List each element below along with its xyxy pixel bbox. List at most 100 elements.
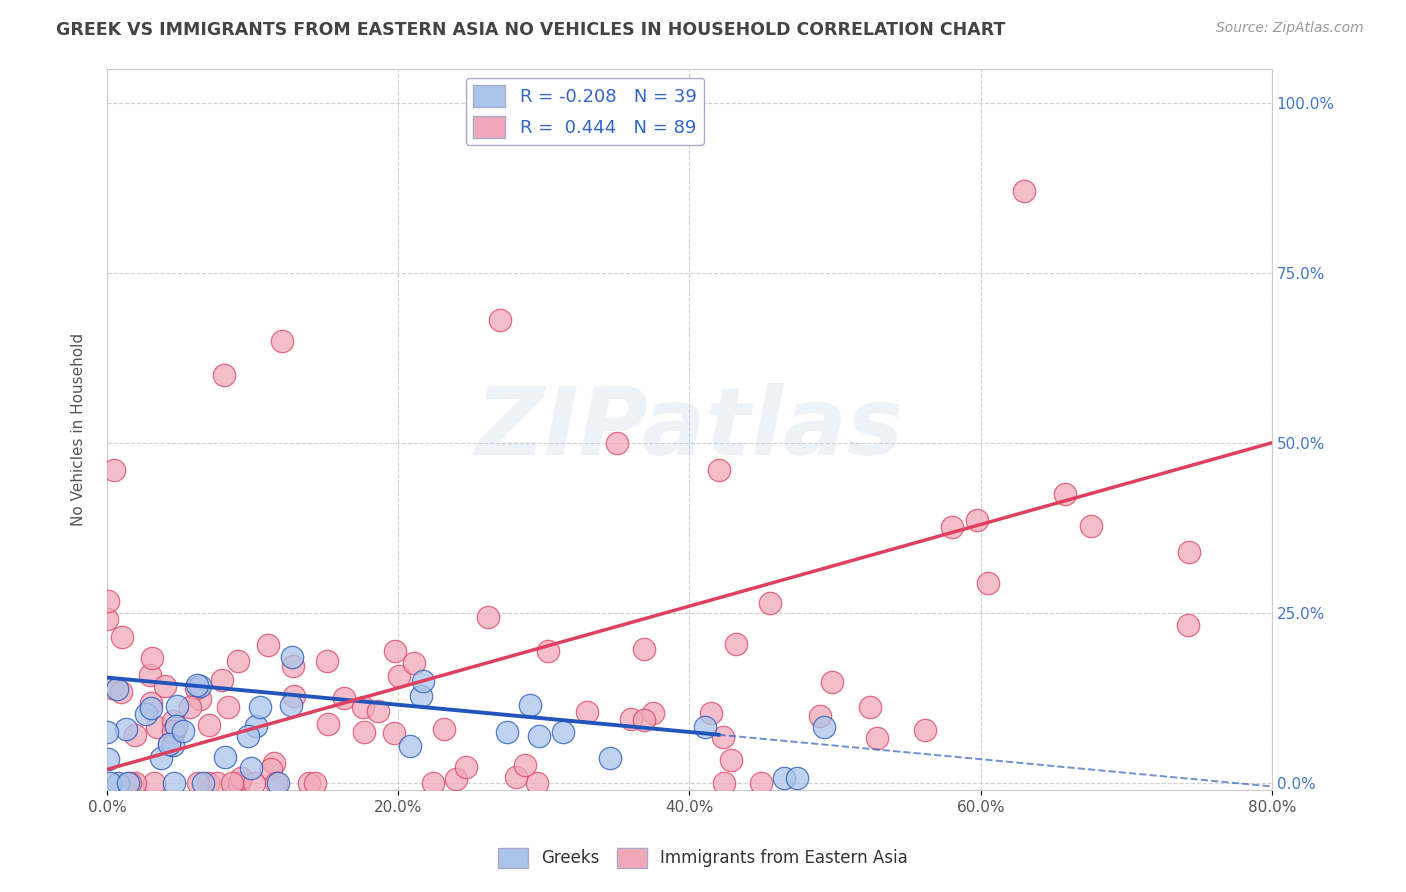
Point	[149, 751, 172, 765]
Point	[759, 596, 782, 610]
Point	[155, 679, 177, 693]
Point	[526, 776, 548, 790]
Point	[352, 700, 374, 714]
Point	[433, 722, 456, 736]
Point	[316, 655, 339, 669]
Point	[141, 651, 163, 665]
Point	[139, 668, 162, 682]
Point	[724, 637, 747, 651]
Point	[218, 700, 240, 714]
Point	[695, 720, 717, 734]
Point	[316, 717, 339, 731]
Point	[537, 644, 560, 658]
Point	[205, 776, 228, 790]
Point	[976, 576, 998, 591]
Point	[620, 712, 643, 726]
Point	[387, 669, 409, 683]
Point	[165, 718, 187, 732]
Point	[117, 776, 139, 790]
Point	[367, 704, 389, 718]
Y-axis label: No Vehicles in Household: No Vehicles in Household	[72, 333, 86, 525]
Point	[163, 724, 186, 739]
Point	[1054, 487, 1077, 501]
Point	[162, 714, 184, 728]
Point	[280, 650, 302, 665]
Point	[239, 761, 262, 775]
Point	[384, 725, 406, 739]
Point	[211, 673, 233, 688]
Point	[866, 731, 889, 746]
Point	[859, 699, 882, 714]
Point	[270, 334, 292, 348]
Point	[283, 689, 305, 703]
Point	[599, 751, 621, 765]
Point	[96, 593, 118, 607]
Point	[505, 770, 527, 784]
Point	[1177, 544, 1199, 558]
Point	[444, 772, 467, 786]
Point	[188, 692, 211, 706]
Point	[96, 611, 118, 625]
Point	[454, 760, 477, 774]
Point	[398, 739, 420, 754]
Point	[193, 776, 215, 790]
Point	[214, 750, 236, 764]
Point	[141, 700, 163, 714]
Point	[707, 463, 730, 477]
Point	[96, 725, 118, 739]
Point	[157, 738, 180, 752]
Point	[98, 776, 121, 790]
Point	[115, 722, 138, 736]
Point	[409, 689, 432, 703]
Point	[412, 674, 434, 689]
Point	[513, 757, 536, 772]
Point	[124, 728, 146, 742]
Point	[519, 698, 541, 713]
Point	[489, 313, 512, 327]
Point	[162, 738, 184, 752]
Point	[353, 725, 375, 739]
Point	[221, 776, 243, 790]
Point	[146, 720, 169, 734]
Text: ZIPatlas: ZIPatlas	[475, 384, 904, 475]
Point	[163, 776, 186, 790]
Point	[280, 698, 302, 712]
Point	[1014, 184, 1036, 198]
Point	[107, 776, 129, 790]
Point	[700, 706, 723, 721]
Point	[1177, 618, 1199, 632]
Point	[124, 776, 146, 790]
Point	[266, 776, 288, 790]
Point	[304, 776, 326, 790]
Point	[118, 776, 141, 790]
Point	[496, 725, 519, 739]
Point	[139, 697, 162, 711]
Point	[477, 609, 499, 624]
Point	[553, 724, 575, 739]
Point	[159, 737, 181, 751]
Point	[773, 772, 796, 786]
Point	[110, 685, 132, 699]
Point	[264, 776, 287, 790]
Point	[749, 776, 772, 790]
Point	[238, 729, 260, 743]
Point	[179, 699, 201, 714]
Point	[243, 776, 266, 790]
Point	[813, 721, 835, 735]
Point	[198, 718, 221, 732]
Point	[228, 776, 250, 790]
Point	[142, 776, 165, 790]
Point	[606, 435, 628, 450]
Point	[821, 675, 844, 690]
Point	[197, 776, 219, 790]
Legend: R = -0.208   N = 39, R =  0.444   N = 89: R = -0.208 N = 39, R = 0.444 N = 89	[465, 78, 704, 145]
Point	[713, 776, 735, 790]
Point	[810, 708, 832, 723]
Point	[229, 771, 252, 785]
Point	[643, 706, 665, 720]
Point	[711, 730, 734, 744]
Point	[1080, 518, 1102, 533]
Point	[576, 705, 599, 719]
Point	[184, 681, 207, 695]
Point	[187, 776, 209, 790]
